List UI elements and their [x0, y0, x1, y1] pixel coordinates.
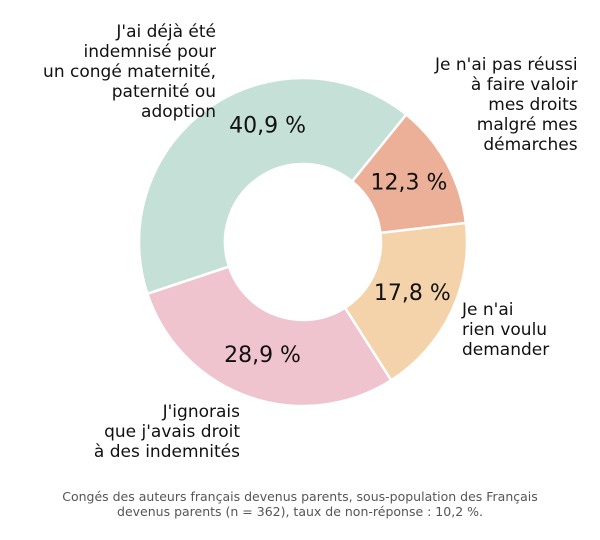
donut-slice — [137, 76, 408, 296]
slice-label-nothing-asked: Je n'ai rien voulu demander — [462, 300, 550, 360]
slice-label-failed: Je n'ai pas réussi à faire valoir mes dr… — [435, 55, 578, 155]
slice-label-unaware: J'ignorais que j'avais droit à des indem… — [93, 402, 240, 462]
slice-value-label: 28,9 % — [224, 343, 301, 368]
slice-value-label: 40,9 % — [229, 113, 306, 138]
caption: Congés des auteurs français devenus pare… — [62, 489, 538, 519]
donut-slice — [145, 265, 393, 408]
slice-label-indemnified: J'ai déjà été indemnisé pour un congé ma… — [43, 22, 216, 122]
slice-value-label: 12,3 % — [371, 171, 448, 196]
donut-slice — [343, 221, 469, 382]
slice-value-label: 17,8 % — [374, 281, 451, 306]
